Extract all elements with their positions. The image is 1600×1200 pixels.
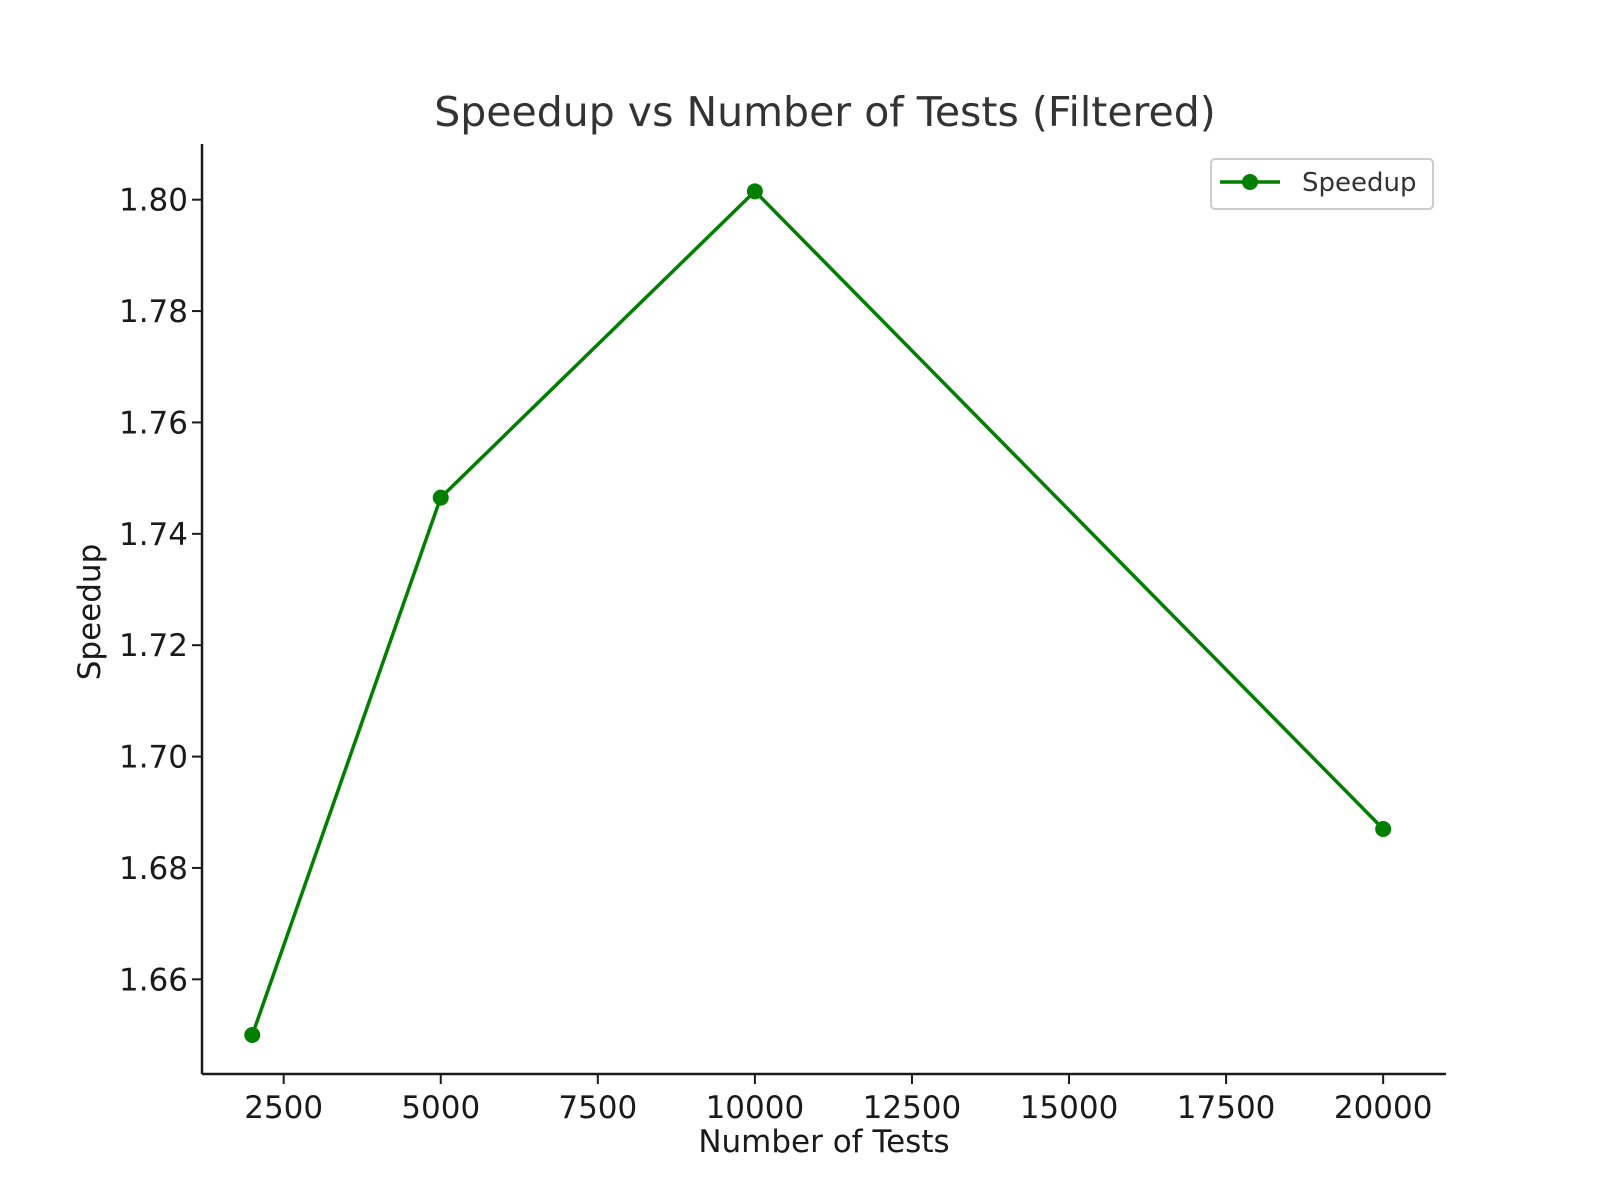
x-tick-label: 5000	[401, 1090, 480, 1126]
y-tick-label: 1.70	[119, 740, 188, 776]
chart-title: Speedup vs Number of Tests (Filtered)	[434, 88, 1216, 136]
data-point-speedup	[1375, 820, 1392, 837]
y-tick-label: 1.66	[119, 962, 188, 998]
x-axis-label: Number of Tests	[698, 1124, 949, 1160]
data-point-speedup	[244, 1027, 261, 1044]
series-layer	[244, 183, 1392, 1044]
x-tick-label: 15000	[1020, 1090, 1119, 1126]
x-tick-label: 10000	[706, 1090, 805, 1126]
legend-box	[1210, 158, 1434, 210]
x-tick-label: 20000	[1334, 1090, 1433, 1126]
data-point-speedup	[432, 489, 449, 506]
legend-label: Speedup	[1302, 168, 1417, 198]
y-tick-label: 1.68	[119, 851, 188, 887]
series-line-speedup	[250, 189, 1385, 1036]
x-tick-label: 17500	[1177, 1090, 1276, 1126]
x-tick-label: 2500	[244, 1090, 323, 1126]
legend-marker-swatch	[1242, 174, 1258, 190]
legend: Speedup	[1210, 158, 1434, 210]
y-ticks: 1.66 1.68 1.70 1.72 1.74 1.76 1.78 1.80	[119, 183, 202, 998]
x-tick-label: 12500	[863, 1090, 962, 1126]
y-tick-label: 1.74	[119, 517, 188, 553]
x-tick-label: 7500	[558, 1090, 637, 1126]
y-tick-label: 1.76	[119, 405, 188, 441]
x-ticks: 2500 5000 7500 10000 12500 15000 17500 20000	[244, 1074, 1432, 1126]
y-tick-label: 1.78	[119, 294, 188, 330]
data-point-speedup	[746, 183, 763, 200]
axes	[200, 144, 1446, 1076]
y-tick-label: 1.72	[119, 628, 188, 664]
y-tick-label: 1.80	[119, 183, 188, 219]
y-axis-label: Speedup	[72, 544, 108, 681]
